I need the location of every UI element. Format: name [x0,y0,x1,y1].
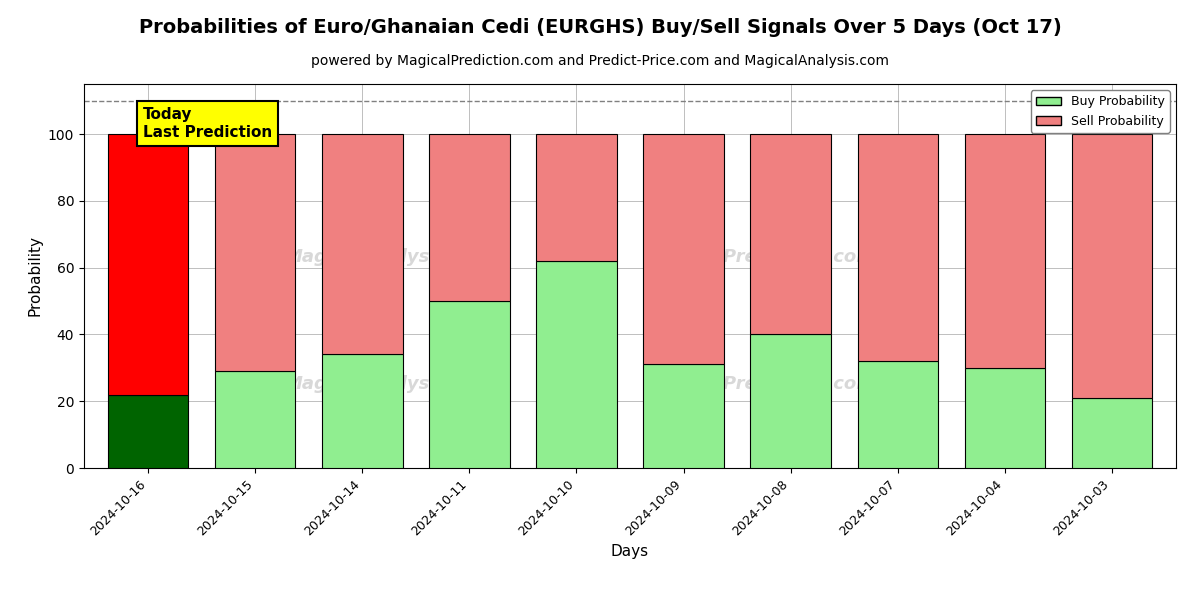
Bar [215,371,295,468]
Bar [965,368,1045,468]
Text: Today
Last Prediction: Today Last Prediction [143,107,272,140]
Legend: Buy Probability, Sell Probability: Buy Probability, Sell Probability [1031,90,1170,133]
Bar [430,134,510,301]
Bar [858,134,937,361]
Text: MagicalPrediction.com: MagicalPrediction.com [646,248,876,266]
Y-axis label: Probability: Probability [28,235,42,317]
Bar [536,261,617,468]
Bar [643,134,724,364]
Bar [750,334,830,468]
Text: MagicalPrediction.com: MagicalPrediction.com [646,374,876,392]
Bar [430,301,510,468]
Text: Probabilities of Euro/Ghanaian Cedi (EURGHS) Buy/Sell Signals Over 5 Days (Oct 1: Probabilities of Euro/Ghanaian Cedi (EUR… [139,18,1061,37]
Bar [965,134,1045,368]
Text: powered by MagicalPrediction.com and Predict-Price.com and MagicalAnalysis.com: powered by MagicalPrediction.com and Pre… [311,54,889,68]
Bar [323,134,402,355]
Bar [215,134,295,371]
Text: MagicalAnalysis.com: MagicalAnalysis.com [284,248,496,266]
X-axis label: Days: Days [611,544,649,559]
Bar [858,361,937,468]
Bar [750,134,830,334]
Bar [108,134,188,395]
Bar [1072,134,1152,398]
Bar [643,364,724,468]
Bar [536,134,617,261]
Text: MagicalAnalysis.com: MagicalAnalysis.com [284,374,496,392]
Bar [108,395,188,468]
Bar [1072,398,1152,468]
Bar [323,355,402,468]
